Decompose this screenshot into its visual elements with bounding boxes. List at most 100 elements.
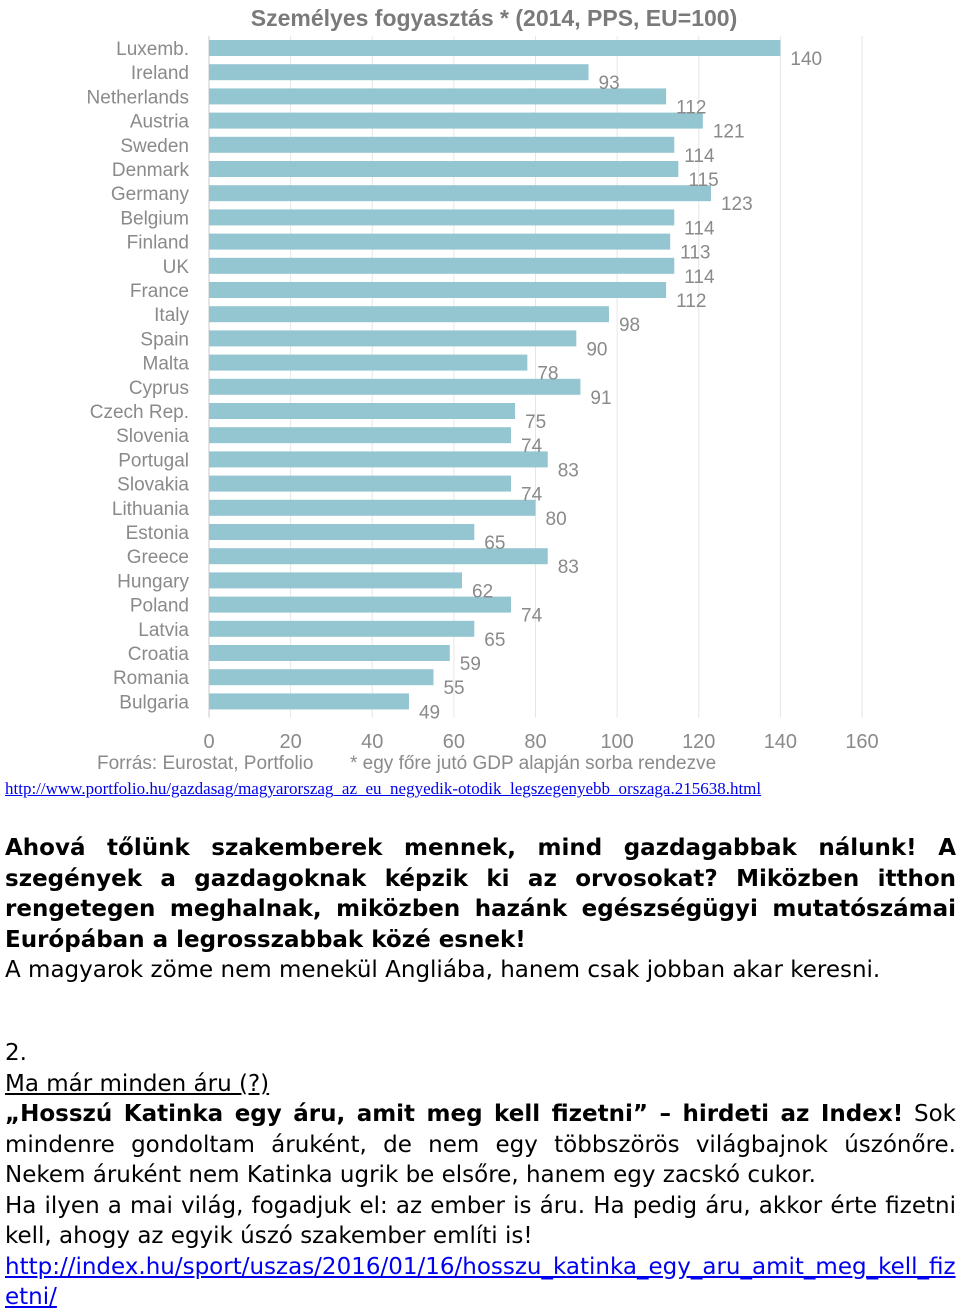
value-label: 74 [521, 436, 543, 457]
quote-paragraph: „Hosszú Katinka egy áru, amit meg kell f… [5, 1099, 956, 1191]
value-label: 80 [546, 509, 567, 530]
category-label: Slovenia [116, 426, 189, 447]
category-label: Croatia [128, 644, 190, 665]
value-label: 121 [713, 122, 745, 143]
chart-sort-footnote: * egy főre jutó GDP alapján sorba rendez… [350, 753, 716, 774]
x-tick-label: 20 [280, 731, 302, 753]
category-label: Spain [140, 329, 189, 350]
chart-bars [209, 40, 781, 710]
bar-poland [209, 596, 512, 613]
value-label: 74 [521, 606, 543, 627]
bar-finland [209, 233, 671, 250]
bar-malta [209, 354, 528, 371]
value-label: 65 [484, 533, 505, 554]
bar-slovakia [209, 475, 512, 492]
normal-paragraph: A magyarok zöme nem menekül Angliába, ha… [5, 957, 881, 983]
category-label: France [130, 281, 189, 302]
x-tick-label: 100 [600, 731, 633, 753]
bar-croatia [209, 645, 450, 661]
x-tick-label: 0 [203, 731, 214, 753]
bar-austria [209, 112, 703, 129]
value-label: 112 [676, 291, 706, 312]
category-label: Netherlands [87, 87, 189, 108]
value-label: 78 [537, 364, 558, 385]
bold-quote: „Hosszú Katinka egy áru, amit meg kell f… [5, 1101, 904, 1127]
value-label: 140 [790, 49, 822, 70]
category-label: Latvia [138, 620, 189, 641]
value-label: 55 [443, 678, 464, 699]
bar-spain [209, 330, 577, 347]
bar-greece [209, 548, 548, 565]
category-label: Belgium [120, 208, 189, 229]
value-label: 65 [484, 630, 505, 651]
category-label: Poland [130, 596, 189, 617]
category-label: Ireland [131, 63, 189, 84]
value-label: 114 [684, 218, 715, 239]
bar-romania [209, 669, 434, 686]
bar-lithuania [209, 499, 536, 516]
bar-germany [209, 185, 711, 202]
x-tick-label: 60 [443, 731, 465, 753]
bar-netherlands [209, 88, 667, 105]
category-label: Bulgaria [119, 692, 189, 713]
value-label: 49 [419, 702, 440, 723]
category-label: Portugal [118, 450, 189, 471]
bar-estonia [209, 524, 475, 540]
chart-title: Személyes fogyasztás * (2014, PPS, EU=10… [251, 5, 737, 31]
value-label: 83 [558, 557, 579, 578]
value-label: 115 [688, 170, 718, 191]
bar-cyprus [209, 378, 581, 395]
bar-portugal [209, 451, 548, 468]
x-tick-label: 120 [682, 731, 715, 753]
value-label: 114 [684, 267, 715, 288]
category-label: Cyprus [129, 378, 189, 399]
value-label: 93 [599, 73, 620, 94]
category-label: Estonia [126, 523, 190, 544]
value-label: 83 [558, 460, 579, 481]
bar-belgium [209, 209, 675, 226]
value-label: 74 [521, 485, 543, 506]
category-label: Slovakia [117, 475, 189, 496]
bar-hungary [209, 572, 463, 589]
value-label: 90 [586, 339, 607, 360]
bar-slovenia [209, 427, 512, 444]
chart-source-footnote: Forrás: Eurostat, Portfolio [97, 753, 313, 774]
bar-czech-rep [209, 403, 516, 419]
section-number: 2. [5, 1040, 27, 1066]
value-label: 113 [680, 243, 710, 264]
bar-denmark [209, 161, 679, 177]
bar-italy [209, 306, 609, 323]
source-link[interactable]: http://www.portfolio.hu/gazdasag/magyaro… [5, 779, 762, 798]
value-label: 75 [525, 412, 546, 433]
category-label: Finland [127, 233, 189, 254]
quote-commentary: Sok mindenre gondoltam áruként, de nem e… [5, 1101, 956, 1188]
value-label: 114 [684, 146, 715, 167]
x-tick-label: 140 [764, 731, 797, 753]
category-label: Czech Rep. [90, 402, 189, 423]
bar-luxemb [209, 40, 781, 56]
chart-category-labels: Luxemb. Ireland Netherlands Austria Sweden De… [87, 39, 190, 713]
category-label: Sweden [120, 136, 189, 157]
x-tick-label: 40 [361, 731, 383, 753]
index-article-link[interactable]: http://index.hu/sport/uszas/2016/01/16/h… [5, 1253, 956, 1311]
consumption-bar-chart: Személyes fogyasztás * (2014, PPS, EU=10… [87, 5, 879, 774]
category-label: Germany [111, 184, 190, 205]
category-label: Italy [154, 305, 189, 326]
bar-bulgaria [209, 693, 409, 710]
bar-latvia [209, 620, 475, 637]
bold-paragraph: Ahová tőlünk szakemberek mennek, mind ga… [5, 835, 956, 953]
value-label: 123 [721, 194, 753, 215]
category-label: UK [163, 257, 190, 278]
x-tick-label: 160 [845, 731, 878, 753]
bar-sweden [209, 136, 675, 153]
category-label: Lithuania [112, 499, 190, 520]
section-heading: Ma már minden áru (?) [5, 1070, 270, 1097]
value-label: 112 [676, 97, 706, 118]
category-label: Denmark [112, 160, 190, 181]
bar-ireland [209, 64, 589, 81]
category-label: Greece [127, 547, 189, 568]
second-paragraph: Ha ilyen a mai világ, fogadjuk el: az em… [5, 1192, 956, 1250]
x-tick-label: 80 [524, 731, 546, 753]
category-label: Hungary [117, 571, 189, 592]
category-label: Malta [143, 354, 190, 375]
